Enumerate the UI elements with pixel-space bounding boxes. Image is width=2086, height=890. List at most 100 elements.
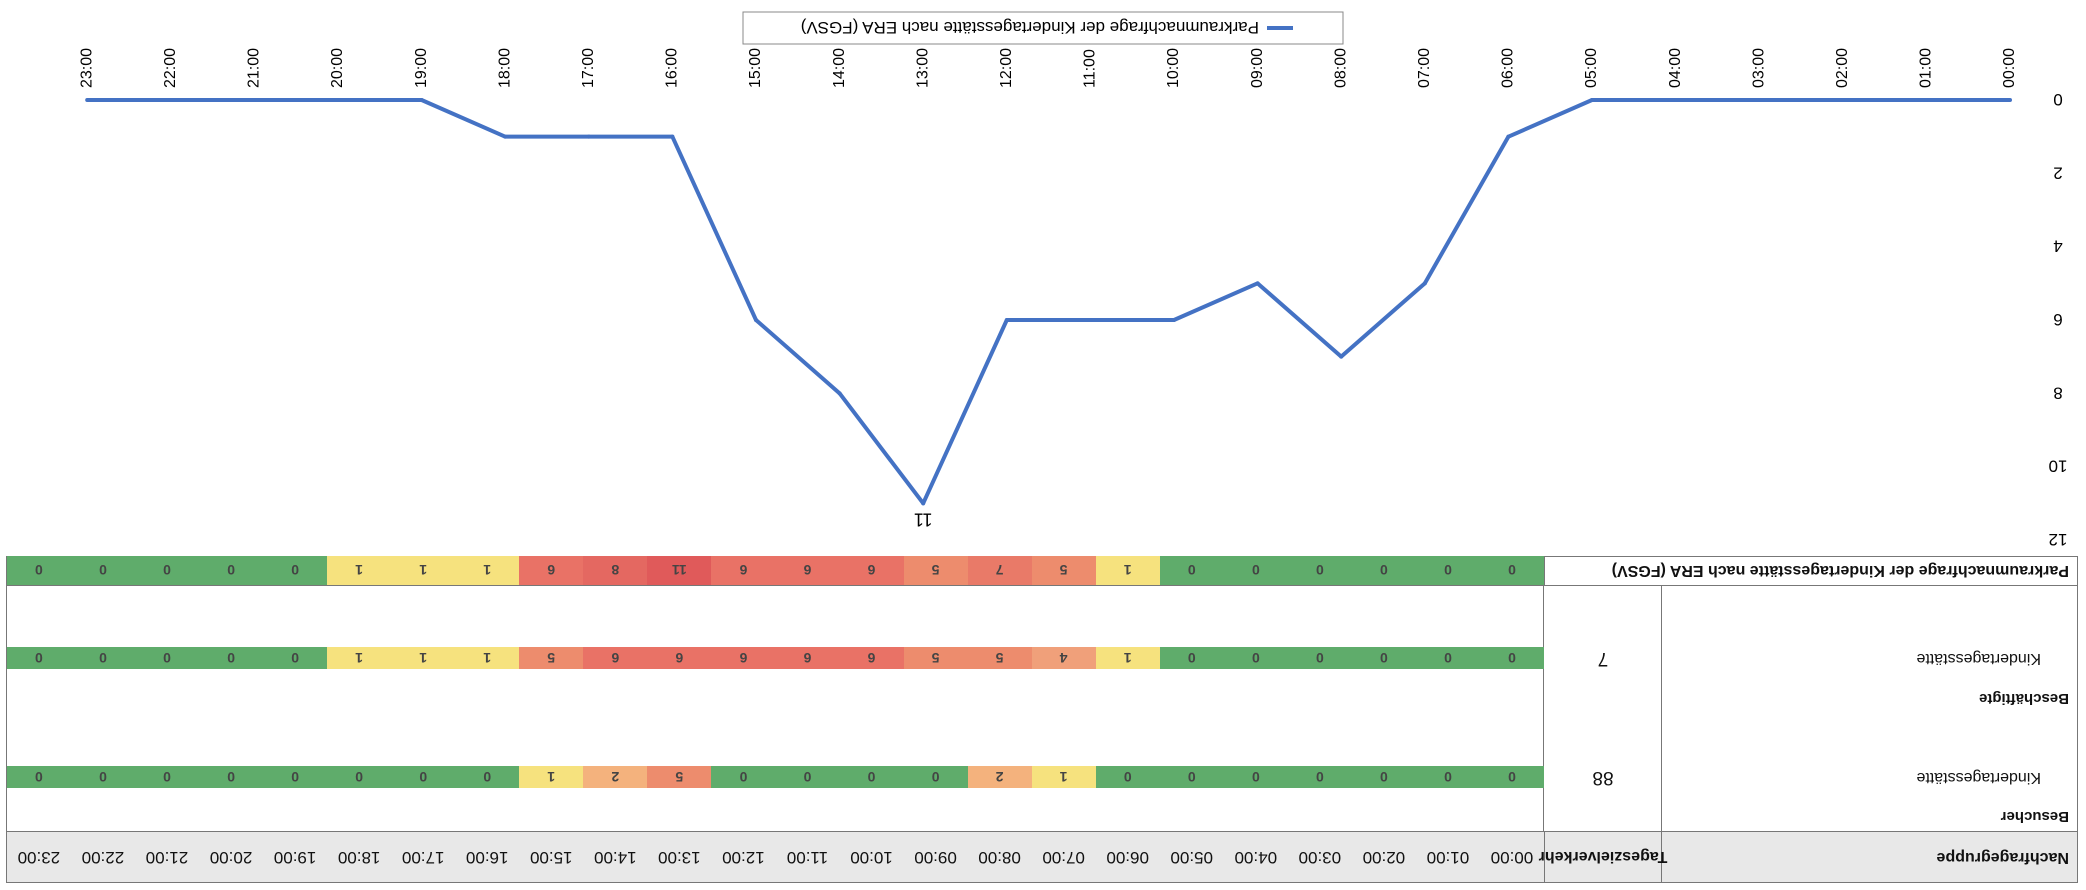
hour-cell: 6 [711, 647, 776, 669]
data-point [2008, 98, 2012, 102]
x-tick-label: 13:00 [914, 48, 931, 88]
hour-cell: 6 [775, 556, 840, 585]
data-point [336, 98, 340, 102]
hour-cell: 1 [1031, 766, 1096, 788]
hour-cell: 0 [1223, 766, 1288, 788]
hour-cell: 7 [967, 556, 1032, 585]
hour-cell: 0 [1095, 766, 1160, 788]
x-tick-label: 19:00 [413, 48, 430, 88]
x-tick-label: 15:00 [747, 48, 764, 88]
x-tick-label: 03:00 [1750, 48, 1767, 88]
hour-cell: 1 [391, 647, 456, 669]
hour-cell: 6 [583, 647, 648, 669]
hour-header: 08:00 [978, 848, 1021, 867]
hour-cell: 0 [1223, 647, 1288, 669]
hour-header: 12:00 [722, 848, 765, 867]
x-tick-label: 14:00 [831, 48, 848, 88]
hour-cell: 0 [263, 766, 328, 788]
hour-cell: 1 [391, 556, 456, 585]
x-tick-label: 21:00 [246, 48, 263, 88]
y-tick-label: 2 [2053, 163, 2062, 182]
hour-cell: 0 [1479, 766, 1544, 788]
section-title-employees: Beschäftigte [1978, 690, 2069, 707]
x-tick-label: 17:00 [580, 48, 597, 88]
hour-cell: 5 [903, 556, 968, 585]
hour-cell: 1 [1095, 647, 1160, 669]
hour-cell: 5 [519, 647, 584, 669]
hour-header: 07:00 [1042, 848, 1085, 867]
hour-cell: 6 [647, 647, 712, 669]
hour-cell: 0 [1351, 766, 1416, 788]
data-point [837, 391, 842, 396]
data-point [670, 134, 675, 139]
x-tick-label: 04:00 [1667, 48, 1684, 88]
section-title-visitors: Besucher [2000, 808, 2069, 825]
x-tick-label: 07:00 [1416, 48, 1433, 88]
hour-cell: 0 [6, 766, 71, 788]
hour-header: 18:00 [337, 848, 381, 867]
hour-cell: 1 [519, 766, 584, 788]
y-tick-label: 12 [2049, 530, 2068, 549]
hour-headers: 00:00 01:00 02:00 03:00 04:00 05:00 06:00 07:00… [7, 832, 1544, 882]
hour-header: 15:00 [530, 848, 573, 867]
hour-cell: 0 [1287, 556, 1352, 585]
x-tick-label: 23:00 [78, 48, 95, 88]
y-tick-label: 4 [2053, 237, 2062, 256]
hour-header: 13:00 [658, 848, 701, 867]
hour-header: 23:00 [17, 848, 61, 867]
employees-row-name: Kindertagesstätte [1916, 650, 2041, 667]
hour-cell: 0 [1479, 647, 1544, 669]
hour-header: 16:00 [465, 848, 509, 867]
hour-header: 02:00 [1362, 848, 1406, 867]
hour-cell: 0 [1415, 647, 1480, 669]
data-point [1255, 281, 1260, 286]
demand-line-chart: 0 2 4 6 8 10 12 00:00 01:00 02:00 03:00 04:00 05:00 0… [78, 11, 2068, 549]
series-line [87, 98, 2010, 506]
legend-label: Parkraumnachfrage der Kindertagesstätte … [801, 18, 1259, 37]
hour-cell: 5 [1031, 556, 1096, 585]
x-tick-label: 06:00 [1500, 48, 1517, 88]
hour-cell: 1 [1095, 556, 1160, 585]
x-tick-label: 11:00 [1082, 49, 1099, 88]
x-tick-label: 16:00 [664, 48, 681, 88]
hour-cell: 6 [711, 556, 776, 585]
hour-cell: 0 [263, 556, 328, 585]
hour-cell: 6 [775, 647, 840, 669]
hour-cell: 0 [199, 766, 264, 788]
hour-cell: 6 [839, 647, 904, 669]
x-tick-label: 09:00 [1249, 48, 1266, 88]
x-tick-label: 00:00 [2001, 48, 2018, 88]
data-point [1422, 281, 1427, 286]
x-tick-label: 08:00 [1332, 48, 1349, 88]
hour-cell: 0 [134, 556, 200, 585]
hour-cell: 0 [1351, 647, 1416, 669]
y-tick-label: 8 [2053, 383, 2062, 402]
hour-cell: 0 [839, 766, 904, 788]
hour-cell: 1 [455, 556, 520, 585]
data-point [1004, 318, 1009, 322]
hour-cell: 5 [647, 766, 712, 788]
x-tick-label: 18:00 [496, 48, 513, 88]
hour-header: 10:00 [850, 848, 893, 867]
hour-cell: 5 [903, 647, 968, 669]
legend-box [742, 11, 1344, 45]
total-demand-label: Parkraumnachfrage der Kindertagesstätte … [1544, 556, 2077, 585]
target-traffic-header: Tageszielverkehr [1539, 832, 1667, 882]
hour-header: 14:00 [594, 848, 637, 867]
hour-cell: 1 [327, 556, 392, 585]
table-header-row: Nachfragegruppe Tageszielverkehr 00:00 01… [7, 831, 2077, 882]
hour-header: 22:00 [81, 848, 125, 867]
hour-header: 17:00 [401, 848, 445, 867]
hour-cell: 0 [70, 647, 135, 669]
hour-header: 03:00 [1298, 848, 1342, 867]
hour-cell: 2 [967, 766, 1032, 788]
hour-cell: 0 [711, 766, 776, 788]
hour-cell: 0 [199, 647, 264, 669]
visitors-row-name: Kindertagesstätte [1916, 769, 2041, 786]
data-point [1506, 134, 1511, 139]
total-demand-row: Parkraumnachfrage der Kindertagesstätte … [6, 556, 2077, 586]
group-header: Nachfragegruppe [1936, 849, 2069, 866]
hour-cell: 0 [134, 766, 200, 788]
